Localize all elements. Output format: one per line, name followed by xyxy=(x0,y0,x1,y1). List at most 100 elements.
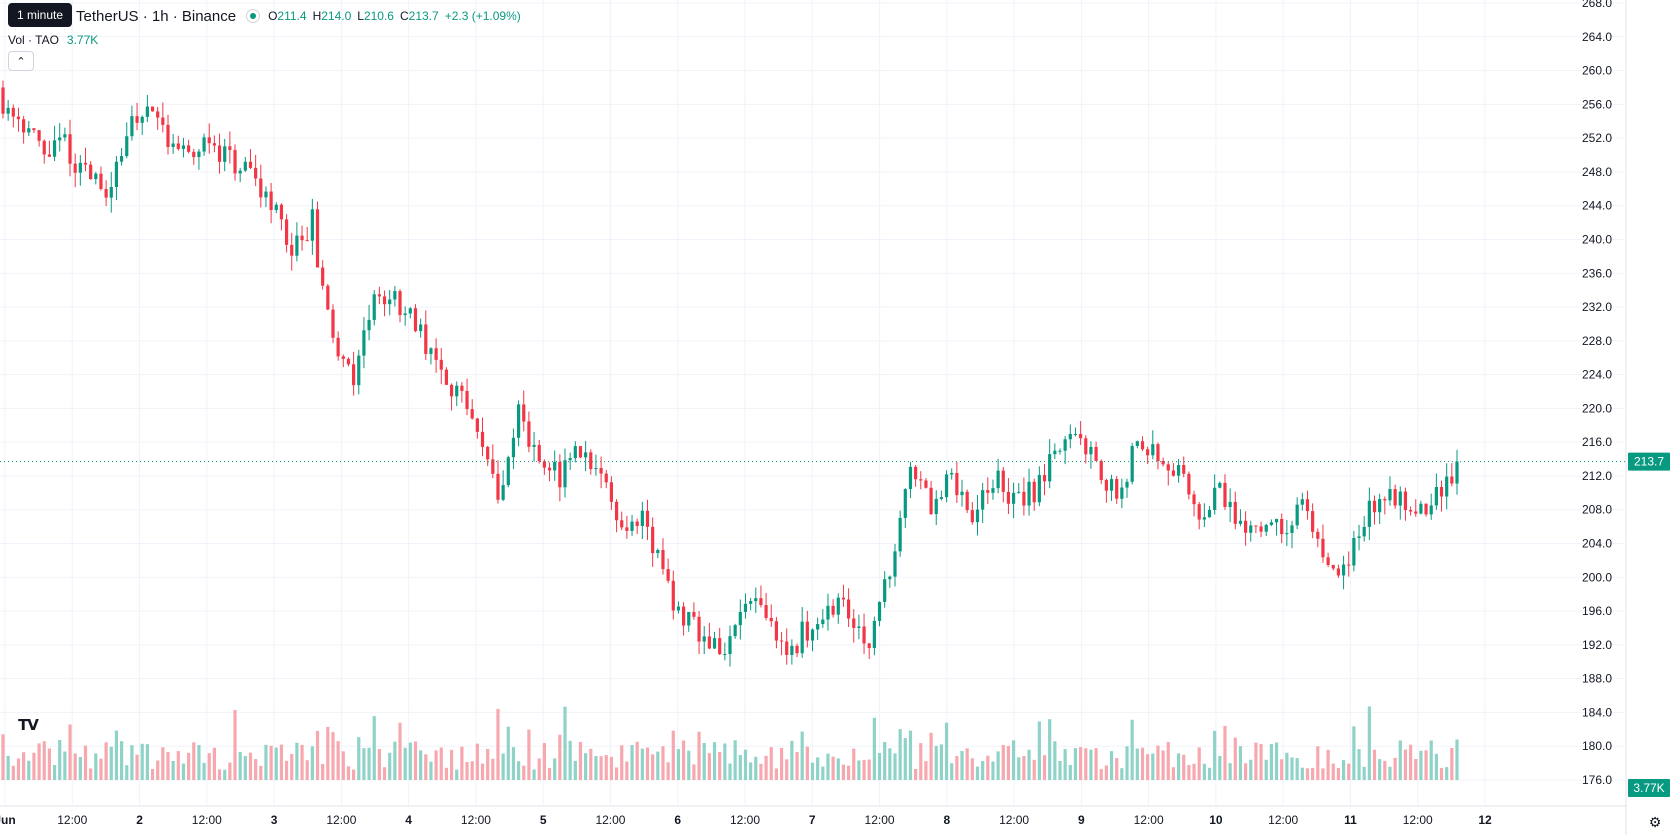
candle-body xyxy=(1352,538,1356,566)
candle-body xyxy=(723,654,727,656)
candle-body xyxy=(986,490,990,493)
candle-body xyxy=(1037,475,1041,503)
candle-body xyxy=(336,337,340,357)
candle-body xyxy=(511,437,516,458)
candle-body xyxy=(1280,518,1284,535)
candle-body xyxy=(1316,531,1320,539)
symbol-title[interactable]: TetherUS · 1h · Binance xyxy=(76,7,237,25)
volume-bar xyxy=(439,747,443,780)
candle-body xyxy=(1213,487,1217,510)
volume-bar xyxy=(1372,749,1377,780)
candle-body xyxy=(1347,564,1351,566)
volume-bar xyxy=(290,754,294,780)
volume-bar xyxy=(1079,747,1083,780)
candle-body xyxy=(950,472,954,475)
volume-bar xyxy=(357,737,361,780)
tradingview-logo-icon[interactable]: TV xyxy=(18,716,39,734)
candle-body xyxy=(1042,475,1047,482)
candle-body xyxy=(692,612,696,617)
volume-bar xyxy=(898,729,902,780)
candle-body xyxy=(130,116,134,137)
candle-body xyxy=(419,324,423,332)
candle-body xyxy=(269,191,273,211)
candle-body xyxy=(1063,439,1067,451)
candle-body xyxy=(207,137,211,144)
candle-body xyxy=(367,319,371,331)
market-status-icon[interactable] xyxy=(246,9,261,23)
candle-body xyxy=(584,452,588,458)
volume-bar xyxy=(1450,748,1454,780)
volume-bar xyxy=(1063,749,1067,780)
volume-badge: 3.77K xyxy=(1628,779,1670,797)
volume-bar xyxy=(712,742,717,780)
candle-body xyxy=(970,510,974,523)
candle-body xyxy=(1357,536,1361,539)
candle-body xyxy=(197,151,201,158)
volume-bar xyxy=(109,746,113,780)
price-axis[interactable]: 268.0 264.0 260.0 256.0 252.0 248.0 244.0 240.0… xyxy=(1582,0,1612,787)
candle-body xyxy=(140,116,144,123)
volume-bar xyxy=(295,742,299,780)
symbol-legend[interactable]: TetherUS · 1h · Binance O211.4 H214.0 L2… xyxy=(8,6,521,26)
volume-bar xyxy=(480,763,485,780)
y-tick-label: 260.0 xyxy=(1582,64,1612,78)
volume-bar xyxy=(305,760,309,780)
collapse-legend-button[interactable]: ⌃ xyxy=(8,51,34,71)
candle-body xyxy=(671,580,675,611)
candle-body xyxy=(547,467,552,471)
volume-bar xyxy=(434,750,438,780)
volume-bar xyxy=(444,767,449,780)
volume-bar xyxy=(279,744,284,780)
volume-bar xyxy=(1336,767,1341,780)
volume-bar xyxy=(243,756,247,780)
volume-legend[interactable]: Vol · TAO 3.77K xyxy=(8,33,98,47)
candle-body xyxy=(63,134,67,138)
volume-bar xyxy=(1084,748,1088,780)
volume-bar xyxy=(749,762,753,780)
candle-body xyxy=(1403,491,1408,511)
x-tick-label: Jun xyxy=(0,813,16,827)
volume-bar xyxy=(6,755,10,780)
candle-body xyxy=(877,601,882,621)
x-tick-label: 3 xyxy=(271,813,278,827)
volume-bar xyxy=(651,754,655,780)
volume-bar xyxy=(1166,742,1170,780)
candle-body xyxy=(501,485,505,500)
volume-bar xyxy=(47,748,52,780)
candle-body xyxy=(109,186,113,198)
candle-body xyxy=(1197,504,1201,520)
volume-bar xyxy=(254,759,258,780)
candle-body xyxy=(1104,479,1108,491)
y-tick-label: 184.0 xyxy=(1582,705,1612,719)
volume-bar xyxy=(94,753,98,780)
candle-body xyxy=(83,162,88,165)
volume-bar xyxy=(429,761,433,780)
chevron-up-icon: ⌃ xyxy=(16,55,26,68)
volume-bar xyxy=(1378,759,1382,780)
candle-body xyxy=(377,294,381,297)
candle-body xyxy=(635,521,639,527)
candle-body xyxy=(119,156,124,162)
candle-body xyxy=(1238,520,1243,524)
close-value: C213.7 xyxy=(399,9,439,23)
candle-body xyxy=(310,209,314,241)
x-tick-label: 12:00 xyxy=(999,813,1029,827)
x-tick-label: 12:00 xyxy=(865,813,895,827)
time-axis[interactable]: Jun 12:00 2 12:00 3 12:00 4 12:00 5 12:00 6 12:00 7 1… xyxy=(0,813,1492,827)
volume-bar xyxy=(73,753,77,780)
volume-bar xyxy=(1439,767,1444,780)
x-tick-label: 5 xyxy=(540,813,547,827)
volume-bar xyxy=(1326,749,1330,780)
volume-bar xyxy=(1414,759,1418,780)
volume-bar xyxy=(841,764,846,780)
volume-bar xyxy=(331,732,335,780)
volume-bar xyxy=(372,716,376,780)
volume-bar xyxy=(764,755,768,780)
volume-bar xyxy=(1171,767,1176,780)
candle-body xyxy=(1274,518,1279,523)
volume-bar xyxy=(145,744,149,780)
candle-body xyxy=(1115,478,1119,499)
volume-bar xyxy=(1213,730,1217,780)
gear-icon[interactable]: ⚙ xyxy=(1648,813,1662,830)
